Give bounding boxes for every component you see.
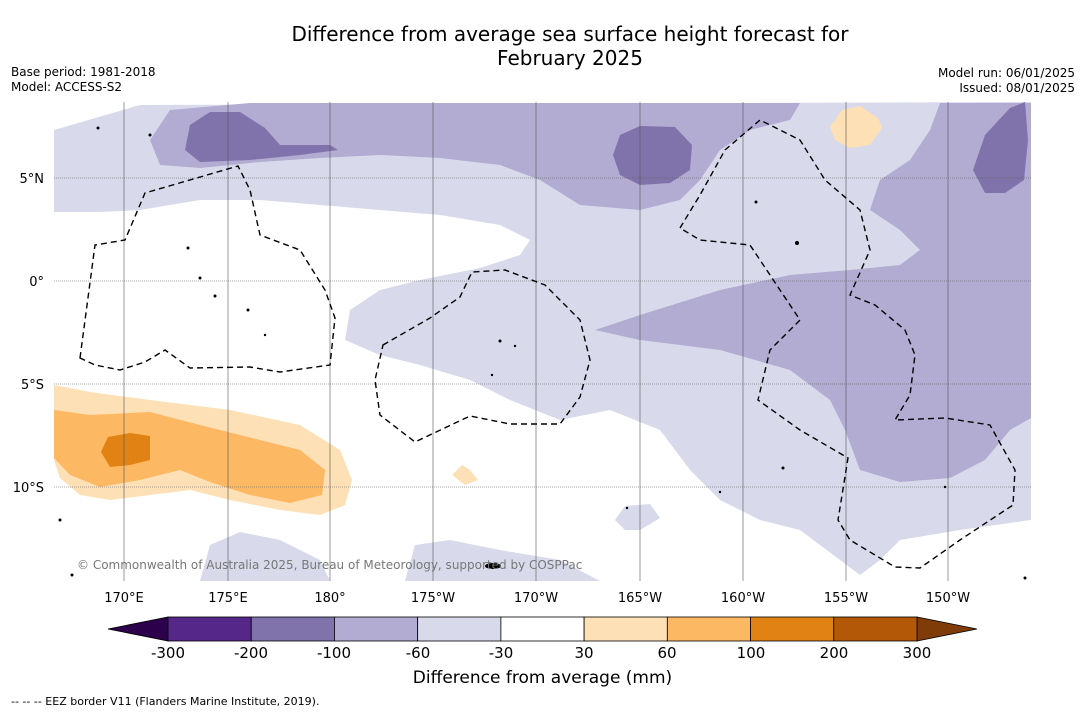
lon-label: 175°E — [208, 591, 248, 606]
colorbar-segment — [167, 616, 252, 642]
lon-labels: 170°E 175°E 180° 175°W 170°W 165°W 160°W… — [104, 591, 970, 606]
colorbar-tick: -100 — [317, 644, 351, 662]
model-run: Model run: 06/01/2025 — [937, 66, 1075, 80]
colorbar-segment — [750, 616, 835, 642]
colorbar-segment — [250, 616, 335, 642]
meta-right: Model run: 06/01/2025 Issued: 08/01/2025 — [938, 66, 1075, 96]
lat-label: 10°S — [13, 481, 44, 496]
contour-minus-30-south2 — [405, 540, 600, 581]
colorbar-segment — [833, 616, 918, 642]
contour-plus-60 — [54, 410, 325, 503]
lon-label: 155°W — [824, 591, 868, 606]
contour-minus-100-b — [613, 126, 692, 185]
contour-minus-30 — [54, 102, 1031, 575]
meta-left: Base period: 1981-2018 Model: ACCESS-S2 — [11, 65, 156, 95]
colorbar-tick: 100 — [737, 644, 766, 662]
contour-minus-60-east — [595, 103, 1031, 482]
colorbar-segment — [583, 616, 668, 642]
colorbar-tick: -200 — [234, 644, 268, 662]
lon-label: 175°W — [411, 591, 455, 606]
contour-minus-30-south — [200, 532, 330, 581]
sea-height-field — [54, 102, 1031, 581]
contour-plus-30-patch — [452, 465, 478, 485]
contour-plus-100 — [101, 433, 150, 467]
lat-label: 0° — [29, 275, 44, 290]
title-line-1: Difference from average sea surface heig… — [291, 22, 849, 46]
contour-minus-100-a — [185, 112, 338, 162]
lon-label: 170°W — [514, 591, 558, 606]
colorbar-segment — [334, 616, 419, 642]
lon-label: 165°W — [618, 591, 662, 606]
lat-labels: 5°N 0° 5°S 10°S — [13, 172, 44, 496]
lat-label: 5°S — [21, 378, 44, 393]
colorbar-tick: 200 — [820, 644, 849, 662]
eez-footnote: -- -- -- EEZ border V11 (Flanders Marine… — [11, 695, 320, 708]
colorbar-over-arrow — [916, 616, 978, 642]
colorbar-under-arrow — [107, 616, 169, 642]
map-title: Difference from average sea surface heig… — [0, 22, 1085, 70]
contour-plus-30-north — [830, 106, 882, 148]
lon-label: 160°W — [721, 591, 765, 606]
title-line-2: February 2025 — [497, 46, 643, 70]
colorbar-tick: -60 — [406, 644, 431, 662]
lon-label: 170°E — [104, 591, 144, 606]
colorbar-tick: -30 — [489, 644, 514, 662]
contour-minus-30-patch — [615, 504, 660, 530]
colorbar-segment — [666, 616, 751, 642]
lon-label: 180° — [314, 591, 345, 606]
colorbar-title: Difference from average (mm) — [412, 668, 673, 688]
lon-gridlines — [123, 102, 949, 581]
lon-label: 150°W — [926, 591, 970, 606]
issued-date: Issued: 08/01/2025 — [959, 81, 1075, 95]
colorbar — [107, 616, 978, 642]
colorbar-tick: -300 — [151, 644, 185, 662]
colorbar-segment — [500, 616, 585, 642]
eez-borders — [79, 119, 1016, 569]
colorbar-segment — [417, 616, 502, 642]
lat-gridlines — [54, 177, 1031, 488]
colorbar-tick: 30 — [574, 644, 593, 662]
islands — [58, 126, 1027, 580]
contour-minus-100-c — [973, 102, 1028, 193]
colorbar-tick: 60 — [657, 644, 676, 662]
model-name: Model: ACCESS-S2 — [11, 80, 123, 94]
lat-label: 5°N — [20, 172, 45, 187]
colorbar-tick: 300 — [903, 644, 932, 662]
colorbar-ticks: -300 -200 -100 -60 -30 30 60 100 200 300 — [151, 644, 931, 662]
base-period: Base period: 1981-2018 — [11, 65, 156, 79]
copyright-credit: © Commonwealth of Australia 2025, Bureau… — [77, 558, 583, 572]
